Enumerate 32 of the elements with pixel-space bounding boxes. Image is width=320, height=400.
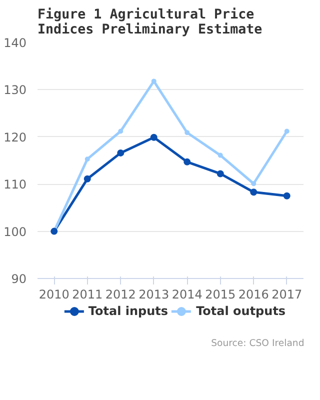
point bbox=[283, 192, 290, 200]
x-tick-label: 2013 bbox=[138, 288, 170, 302]
point bbox=[150, 134, 158, 141]
x-tick-label: 2011 bbox=[72, 288, 103, 302]
x-tick-label: 2014 bbox=[172, 288, 202, 302]
x-tick-label: 2010 bbox=[38, 288, 70, 302]
point bbox=[117, 149, 124, 156]
point bbox=[184, 158, 191, 166]
x-tick-label: 2015 bbox=[205, 288, 236, 302]
point bbox=[118, 128, 124, 134]
point bbox=[284, 128, 290, 134]
y-tick-label: 100 bbox=[4, 224, 26, 239]
source-note: Source: CSO Ireland bbox=[211, 338, 304, 349]
point bbox=[151, 78, 156, 84]
x-tick-label: 2017 bbox=[272, 288, 302, 302]
y-tick-label: 140 bbox=[4, 36, 26, 50]
point bbox=[251, 181, 256, 186]
point bbox=[216, 170, 224, 178]
chart-title: Figure 1 Agricultural Price Indices Preliminary Estimate bbox=[38, 8, 262, 38]
y-tick-label: 110 bbox=[4, 178, 26, 192]
x-tick-label: 2016 bbox=[238, 288, 269, 302]
y-tick-label: 120 bbox=[4, 130, 26, 144]
x-tick-label: 2012 bbox=[105, 288, 136, 302]
point bbox=[84, 156, 90, 162]
legend-label: Total outputs bbox=[196, 304, 286, 318]
y-tick-label: 90 bbox=[11, 272, 27, 286]
point bbox=[84, 175, 91, 182]
point bbox=[218, 152, 223, 158]
point bbox=[184, 130, 190, 136]
legend-label: Total inputs bbox=[88, 304, 168, 318]
y-tick-label: 130 bbox=[4, 83, 26, 98]
point bbox=[250, 188, 258, 196]
